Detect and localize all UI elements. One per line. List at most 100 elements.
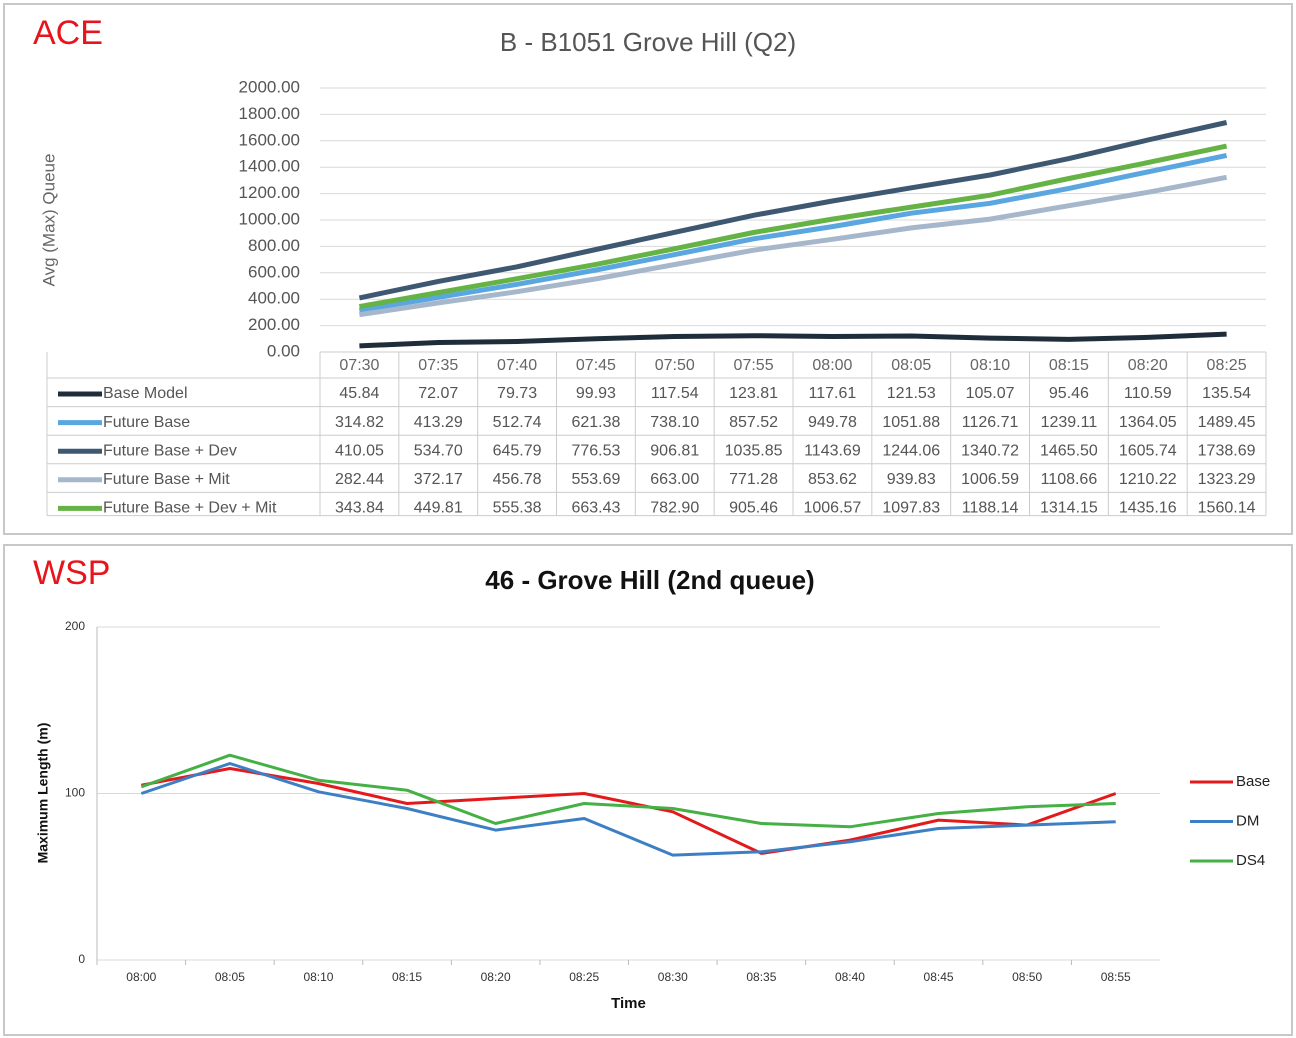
table-value: 1239.11 (1041, 414, 1098, 431)
y-tick-label: 200 (65, 619, 85, 633)
legend-label: Future Base (103, 414, 190, 431)
legend-label: Future Base + Dev + Mit (103, 500, 277, 517)
series-line (140, 762, 1116, 857)
x-tick-label: 08:45 (924, 970, 954, 984)
y-axis-label: Avg (Max) Queue (39, 154, 58, 287)
table-value: 45.84 (339, 385, 379, 402)
y-tick-label: 200.00 (248, 315, 300, 334)
table-value: 534.70 (414, 442, 463, 459)
x-tick-label: 07:30 (339, 357, 379, 374)
y-tick-label: 2000.00 (239, 77, 300, 96)
table-value: 79.73 (497, 385, 537, 402)
x-tick-label: 08:05 (891, 357, 931, 374)
series-line (359, 331, 1227, 349)
table-value: 449.81 (414, 500, 463, 517)
y-tick-label: 800.00 (248, 236, 300, 255)
series-line (358, 120, 1228, 301)
table-value: 1143.69 (804, 442, 861, 459)
table-value: 621.38 (571, 414, 620, 431)
table-value: 1108.66 (1041, 471, 1098, 488)
table-value: 663.00 (650, 471, 699, 488)
table-value: 110.59 (1124, 385, 1172, 402)
table-value: 1605.74 (1119, 442, 1177, 459)
table-value: 343.84 (335, 500, 384, 517)
y-tick-label: 1000.00 (239, 209, 300, 228)
y-tick-label: 100 (65, 786, 85, 800)
series-line (140, 753, 1116, 829)
x-tick-label: 08:10 (970, 357, 1010, 374)
x-tick-label: 07:45 (576, 357, 616, 374)
table-value: 105.07 (966, 385, 1015, 402)
y-tick-label: 1400.00 (239, 157, 300, 176)
table-value: 1244.06 (882, 442, 940, 459)
x-tick-label: 08:05 (215, 970, 245, 984)
x-tick-label: 08:10 (303, 970, 333, 984)
table-value: 1465.50 (1040, 442, 1098, 459)
table-value: 121.53 (887, 385, 936, 402)
table-value: 135.54 (1202, 385, 1251, 402)
table-value: 413.29 (414, 414, 463, 431)
table-value: 1006.57 (803, 500, 861, 517)
table-value: 1314.15 (1040, 500, 1098, 517)
series-line (358, 143, 1228, 310)
y-tick-label: 400.00 (248, 289, 300, 308)
legend-label: Future Base + Mit (103, 471, 230, 488)
x-tick-label: 08:40 (835, 970, 865, 984)
x-tick-label: 07:50 (655, 357, 695, 374)
x-axis-label: Time (611, 995, 646, 1012)
y-tick-label: 1600.00 (239, 130, 300, 149)
table-value: 1435.16 (1119, 500, 1177, 517)
table-value: 949.78 (808, 414, 857, 431)
x-tick-label: 07:40 (497, 357, 537, 374)
x-tick-label: 08:20 (481, 970, 511, 984)
table-value: 123.81 (729, 385, 778, 402)
table-value: 1126.71 (962, 414, 1019, 431)
table-value: 782.90 (650, 500, 699, 517)
table-value: 1188.14 (962, 500, 1019, 517)
table-value: 99.93 (576, 385, 616, 402)
x-tick-label: 08:00 (126, 970, 156, 984)
chart-title: B - B1051 Grove Hill (Q2) (500, 27, 796, 57)
table-value: 72.07 (418, 385, 458, 402)
table-value: 282.44 (335, 471, 384, 488)
table-value: 1560.14 (1198, 500, 1256, 517)
x-tick-label: 07:35 (418, 357, 458, 374)
table-value: 553.69 (571, 471, 620, 488)
table-value: 1364.05 (1119, 414, 1177, 431)
table-value: 1097.83 (882, 500, 940, 517)
x-tick-label: 07:55 (734, 357, 774, 374)
table-value: 410.05 (335, 442, 384, 459)
table-value: 1210.22 (1119, 471, 1177, 488)
table-value: 117.54 (651, 385, 699, 402)
legend-label: DS4 (1236, 852, 1265, 869)
legend-label: DM (1236, 812, 1259, 829)
series-line (141, 767, 1117, 855)
table-value: 776.53 (571, 442, 620, 459)
table-value: 372.17 (414, 471, 463, 488)
table-value: 95.46 (1049, 385, 1089, 402)
y-tick-label: 1200.00 (239, 183, 300, 202)
y-tick-label: 1800.00 (239, 104, 300, 123)
table-value: 456.78 (493, 471, 542, 488)
table-value: 939.83 (887, 471, 936, 488)
table-value: 117.61 (809, 385, 857, 402)
x-tick-label: 08:25 (569, 970, 599, 984)
table-value: 853.62 (808, 471, 857, 488)
table-value: 771.28 (729, 471, 778, 488)
table-value: 738.10 (650, 414, 699, 431)
table-value: 1035.85 (725, 442, 783, 459)
table-value: 905.46 (729, 500, 778, 517)
table-value: 1489.45 (1198, 414, 1256, 431)
legend-label: Future Base + Dev (103, 442, 237, 459)
x-tick-label: 08:00 (812, 357, 852, 374)
source-label: ACE (33, 14, 103, 52)
table-value: 1323.29 (1198, 471, 1256, 488)
x-tick-label: 08:30 (658, 970, 688, 984)
series-line (358, 152, 1228, 313)
series-line (359, 174, 1228, 318)
x-tick-label: 08:25 (1207, 357, 1247, 374)
y-tick-label: 0.00 (267, 341, 300, 360)
x-tick-label: 08:35 (746, 970, 776, 984)
